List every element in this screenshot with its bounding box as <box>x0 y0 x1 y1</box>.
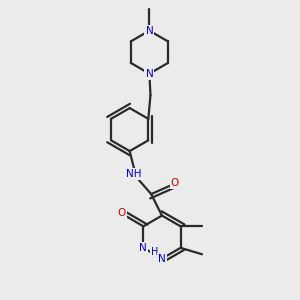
Text: H: H <box>152 247 159 257</box>
Text: O: O <box>171 178 179 188</box>
Text: O: O <box>118 208 126 218</box>
Text: NH: NH <box>126 169 142 179</box>
Text: N: N <box>146 69 153 79</box>
Text: N: N <box>140 243 147 253</box>
Text: N: N <box>140 243 147 253</box>
Text: N: N <box>158 254 166 264</box>
Text: N: N <box>146 26 153 36</box>
